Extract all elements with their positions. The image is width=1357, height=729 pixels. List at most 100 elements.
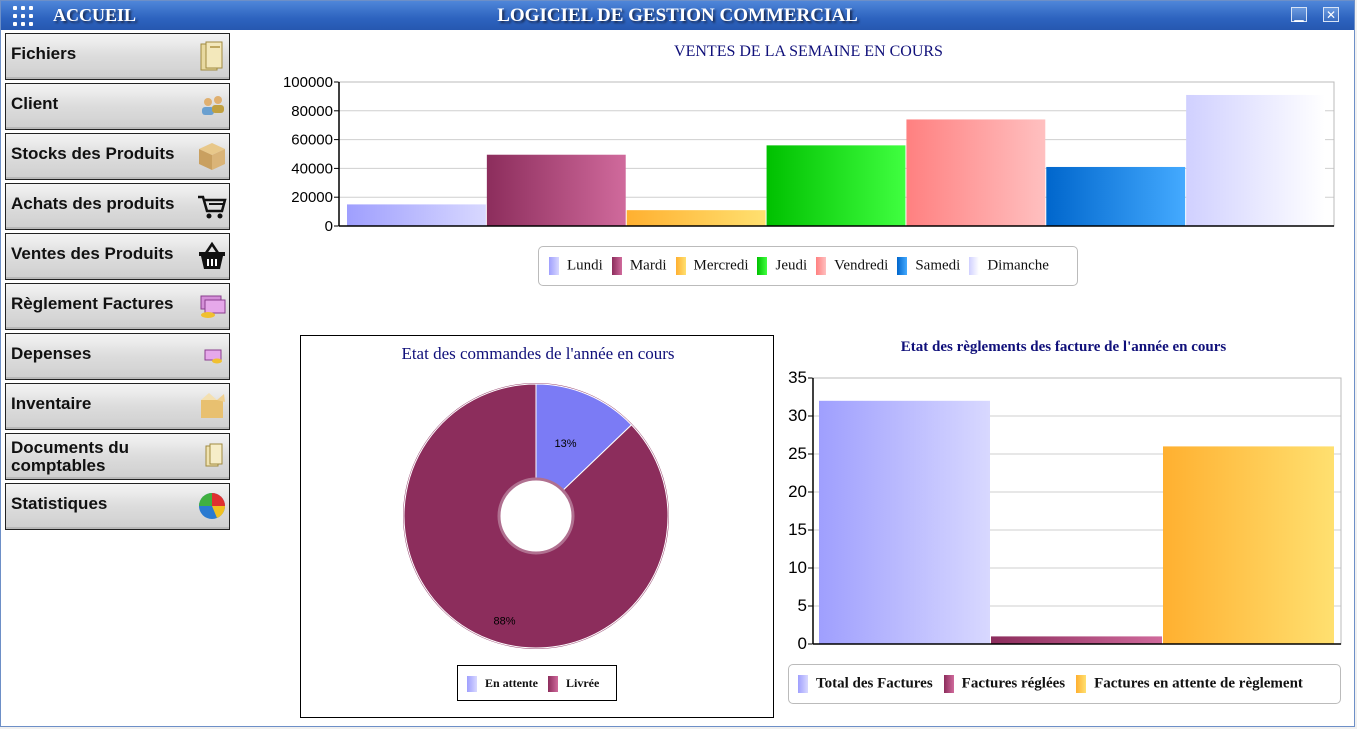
sidebar-item-label: Statistiques [11,494,108,513]
folder-icon [200,41,223,71]
sidebar-item-label: Inventaire [11,394,92,413]
sidebar-item-achats[interactable]: Achats des produits [5,183,230,230]
sidebar-item-client[interactable]: Client [5,83,230,130]
basket-icon [199,241,225,269]
sidebar-item-label: Règlement Factures [11,294,174,313]
pie-chart-icon [199,493,225,519]
bar-dimanche[interactable] [1186,94,1325,227]
sidebar-item-inventaire[interactable]: Inventaire [5,383,230,430]
legend-item-total-des-factures: Total des Factures [798,674,933,693]
legend-item-livree: Livrée [548,676,600,693]
home-label[interactable]: ACCUEIL [53,5,137,25]
y-tick-label: 10 [788,558,807,577]
weekly-sales-chart: 0 20000 40000 60000 80000 100000 [283,74,1335,235]
cart-icon [198,195,227,219]
sidebar-item-label: Depenses [11,344,92,363]
legend-swatch [816,256,827,275]
sidebar-item-label: Ventes des Produits [11,244,174,263]
sidebar-item-ventes[interactable]: Ventes des Produits [5,233,230,280]
cash-icon [204,349,222,364]
legend-item-factures-reglees: Factures réglées [943,674,1066,693]
y-tick-label: 100000 [283,74,333,91]
pie-label: 88% [494,616,516,628]
y-tick-label: 60000 [291,132,333,149]
y-tick-label: 40000 [291,160,333,177]
sidebar: Fichiers Client Stocks des Produits Ac [5,33,230,533]
legend-swatch [1076,674,1087,693]
legend-label: Factures réglées [961,675,1066,691]
legend-swatch [675,256,686,275]
weekly-sales-legend: Lundi Mardi Mercredi Jeudi Vendredi Samedi Dim… [538,246,1078,286]
y-tick-label: 25 [788,444,807,463]
bar-factures-en-attente-de-reglement[interactable] [1163,446,1334,644]
sidebar-item-reglement[interactable]: Règlement Factures [5,283,230,330]
bar-samedi[interactable] [1046,166,1186,226]
sidebar-item-documents[interactable]: Documents du comptables [5,433,230,480]
sidebar-item-label: Documents du comptables [11,438,130,475]
legend-item-vendredi: Vendredi [816,256,889,275]
documents-icon [205,443,223,467]
sidebar-item-statistiques[interactable]: Statistiques [5,483,230,530]
legend-label: En attente [485,676,538,690]
y-tick-label: 0 [325,218,333,235]
legend-label: Total des Factures [816,675,933,691]
sidebar-item-stocks[interactable]: Stocks des Produits [5,133,230,180]
bar-mercredi[interactable] [626,210,766,226]
sidebar-item-label: Achats des produits [11,194,175,213]
y-tick-label: 20000 [291,189,333,206]
legend-swatch [757,256,768,275]
sidebar-item-label: Fichiers [11,44,77,63]
legend-item-jeudi: Jeudi [757,256,808,275]
y-tick-label: 0 [798,634,807,653]
users-icon [202,96,224,115]
legend-swatch [467,676,477,693]
legend-item-factures-en-attente-de-reglement: Factures en attente de règlement [1076,674,1303,693]
orders-pie-title: Etat des commandes de l'année en cours [401,344,675,363]
orders-pie-legend: En attente Livrée [457,665,617,701]
payments-title: Etat des règlements des facture de l'ann… [900,339,1227,355]
legend-item-mercredi: Mercredi [675,256,748,275]
legend-label: Factures en attente de règlement [1094,675,1303,691]
legend-label: Lundi [567,257,603,273]
legend-swatch [943,674,954,693]
legend-label: Livrée [566,676,600,690]
y-tick-label: 15 [788,520,807,539]
y-tick-label: 35 [788,368,807,387]
sidebar-item-label: Client [11,94,59,113]
legend-swatch [548,676,558,693]
sidebar-item-label: Stocks des Produits [11,144,175,163]
sidebar-item-fichiers[interactable]: Fichiers [5,33,230,80]
orders-pie-panel: Etat des commandes de l'année en cours 1… [300,335,774,718]
legend-label: Jeudi [775,257,808,273]
bar-factures-reglees[interactable] [991,636,1162,644]
donut-hole [497,477,575,555]
box-icon [199,143,225,170]
bar-total-des-factures[interactable] [819,400,990,644]
legend-swatch [549,256,559,275]
sidebar-item-depenses[interactable]: Depenses [5,333,230,380]
legend-item-samedi: Samedi [897,256,961,275]
bar-lundi[interactable] [347,204,486,226]
grid-menu-icon[interactable] [13,6,35,26]
legend-label: Vendredi [834,257,889,273]
window-title: LOGICIEL DE GESTION COMMERCIAL [497,5,858,26]
legend-label: Samedi [915,257,961,273]
y-tick-label: 80000 [291,103,333,120]
bar-mardi[interactable] [486,154,626,226]
orders-pie-chart: 13% 88% [403,383,669,649]
payments-legend: Total des Factures Factures réglées Factur… [788,664,1341,704]
legend-label: Mardi [629,257,667,273]
minimize-button[interactable]: ▁ [1291,7,1307,22]
pie-label: 13% [554,438,576,450]
y-tick-label: 30 [788,406,807,425]
legend-item-dimanche: Dimanche [969,256,1049,275]
bar-vendredi[interactable] [906,119,1046,226]
legend-swatch [611,256,622,275]
legend-swatch [798,674,808,693]
legend-label: Dimanche [987,257,1049,273]
close-button[interactable]: ✕ [1323,7,1339,22]
legend-item-mardi: Mardi [611,256,667,275]
y-tick-label: 5 [798,596,807,615]
bar-jeudi[interactable] [766,145,906,226]
weekly-sales-title: VENTES DE LA SEMAINE EN COURS [674,43,943,60]
